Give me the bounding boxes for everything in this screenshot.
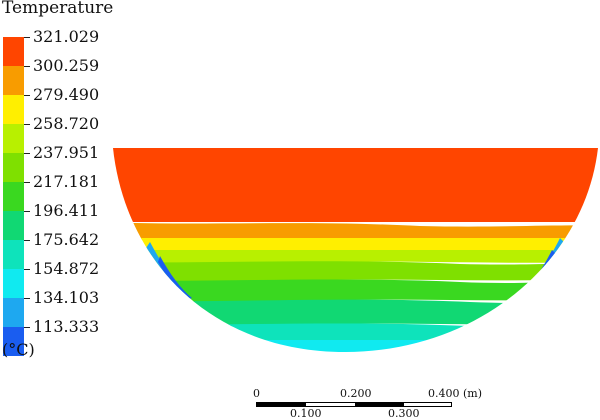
legend-level-label: 237.951 — [33, 143, 100, 162]
legend-tick — [24, 298, 30, 299]
legend-tick — [24, 182, 30, 183]
contour-band-279 — [113, 238, 598, 250]
legend-tick — [24, 124, 30, 125]
contour-band-237 — [113, 261, 598, 283]
legend-swatch — [3, 211, 24, 240]
legend-level-label: 134.103 — [33, 288, 100, 307]
contour-band-wall-left-cold — [158, 256, 192, 300]
legend-tick — [24, 153, 30, 154]
scale-label-0200: 0.200 — [340, 387, 372, 400]
scale-bar — [256, 402, 452, 407]
legend-swatch — [3, 66, 24, 95]
legend-ticks — [24, 37, 34, 328]
legend-swatch — [3, 124, 24, 153]
legend-swatch — [3, 269, 24, 298]
scale-label-0400: 0.400 (m) — [428, 387, 483, 400]
scale-label-0300: 0.300 — [388, 407, 420, 420]
legend-swatch — [3, 327, 24, 356]
legend-swatch — [3, 298, 24, 327]
legend-level-label: 113.333 — [33, 317, 100, 336]
color-legend-bar — [3, 37, 24, 356]
legend-tick — [24, 269, 30, 270]
legend-title: Temperature — [2, 0, 114, 18]
contour-band-154 — [113, 340, 598, 352]
legend-tick — [24, 66, 30, 67]
contour-band-321 — [113, 148, 598, 222]
legend-swatch — [3, 37, 24, 66]
legend-level-label: 258.720 — [33, 114, 100, 133]
legend-tick — [24, 327, 30, 328]
contour-band-300 — [113, 222, 598, 240]
legend-level-label: 321.029 — [33, 27, 100, 46]
legend-swatch — [3, 153, 24, 182]
contour-band-196 — [113, 299, 598, 327]
legend-tick — [24, 95, 30, 96]
legend-level-label: 300.259 — [33, 56, 100, 75]
legend-swatch — [3, 95, 24, 124]
legend-unit: (°C) — [2, 340, 35, 359]
legend-level-label: 279.490 — [33, 85, 100, 104]
legend-tick — [24, 211, 30, 212]
contour-band-258 — [113, 250, 598, 265]
legend-level-label: 217.181 — [33, 172, 100, 191]
legend-swatch — [3, 240, 24, 269]
legend-tick — [24, 37, 30, 38]
contour-band-175 — [113, 323, 598, 340]
scale-label-0: 0 — [253, 387, 260, 400]
legend-level-label: 154.872 — [33, 259, 100, 278]
legend-level-label: 196.411 — [33, 201, 100, 220]
contour-band-217 — [113, 279, 598, 303]
scale-label-0100: 0.100 — [290, 407, 322, 420]
legend-level-label: 175.642 — [33, 230, 100, 249]
legend-tick — [24, 240, 30, 241]
legend-swatch — [3, 182, 24, 211]
